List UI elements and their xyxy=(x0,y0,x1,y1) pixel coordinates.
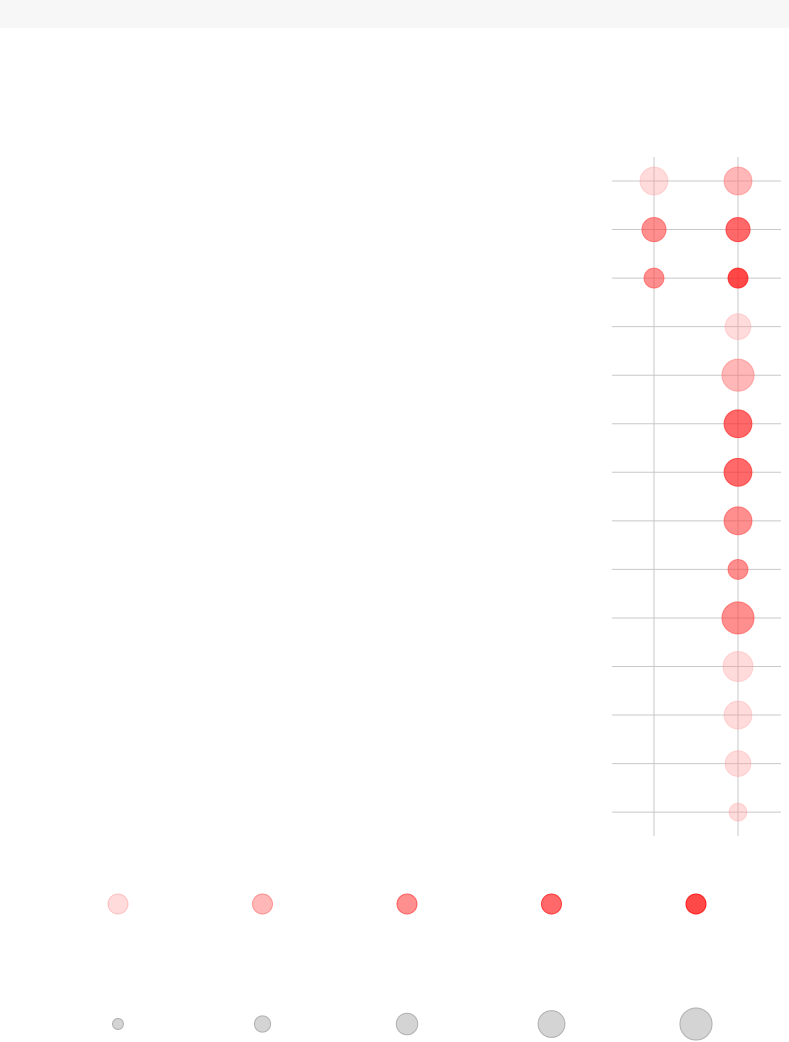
color-legend-swatch xyxy=(685,893,707,915)
bubble xyxy=(725,216,751,243)
bubble xyxy=(723,409,753,439)
size-legend-swatch xyxy=(253,1015,272,1033)
bubble xyxy=(721,358,755,392)
color-legend-swatch xyxy=(252,893,273,915)
color-legend-swatch xyxy=(396,893,418,915)
bubble xyxy=(722,651,754,682)
bubble xyxy=(723,457,753,487)
bubble xyxy=(723,506,753,536)
bubble xyxy=(641,216,667,243)
bubble xyxy=(723,166,753,196)
size-legend-swatch xyxy=(112,1018,124,1030)
bubble xyxy=(724,750,752,777)
bubble xyxy=(724,313,752,341)
bubble xyxy=(643,267,665,289)
bubble xyxy=(727,558,749,580)
bubble xyxy=(723,700,753,730)
size-legend-swatch xyxy=(679,1007,713,1041)
top-bar xyxy=(0,0,789,28)
bubble xyxy=(721,601,755,635)
bubble xyxy=(639,166,669,196)
bubble xyxy=(727,267,749,289)
color-legend-swatch xyxy=(107,893,129,915)
size-legend-swatch xyxy=(395,1012,419,1036)
size-legend-swatch xyxy=(537,1010,566,1038)
bubble xyxy=(728,802,748,822)
color-legend-swatch xyxy=(541,893,562,915)
